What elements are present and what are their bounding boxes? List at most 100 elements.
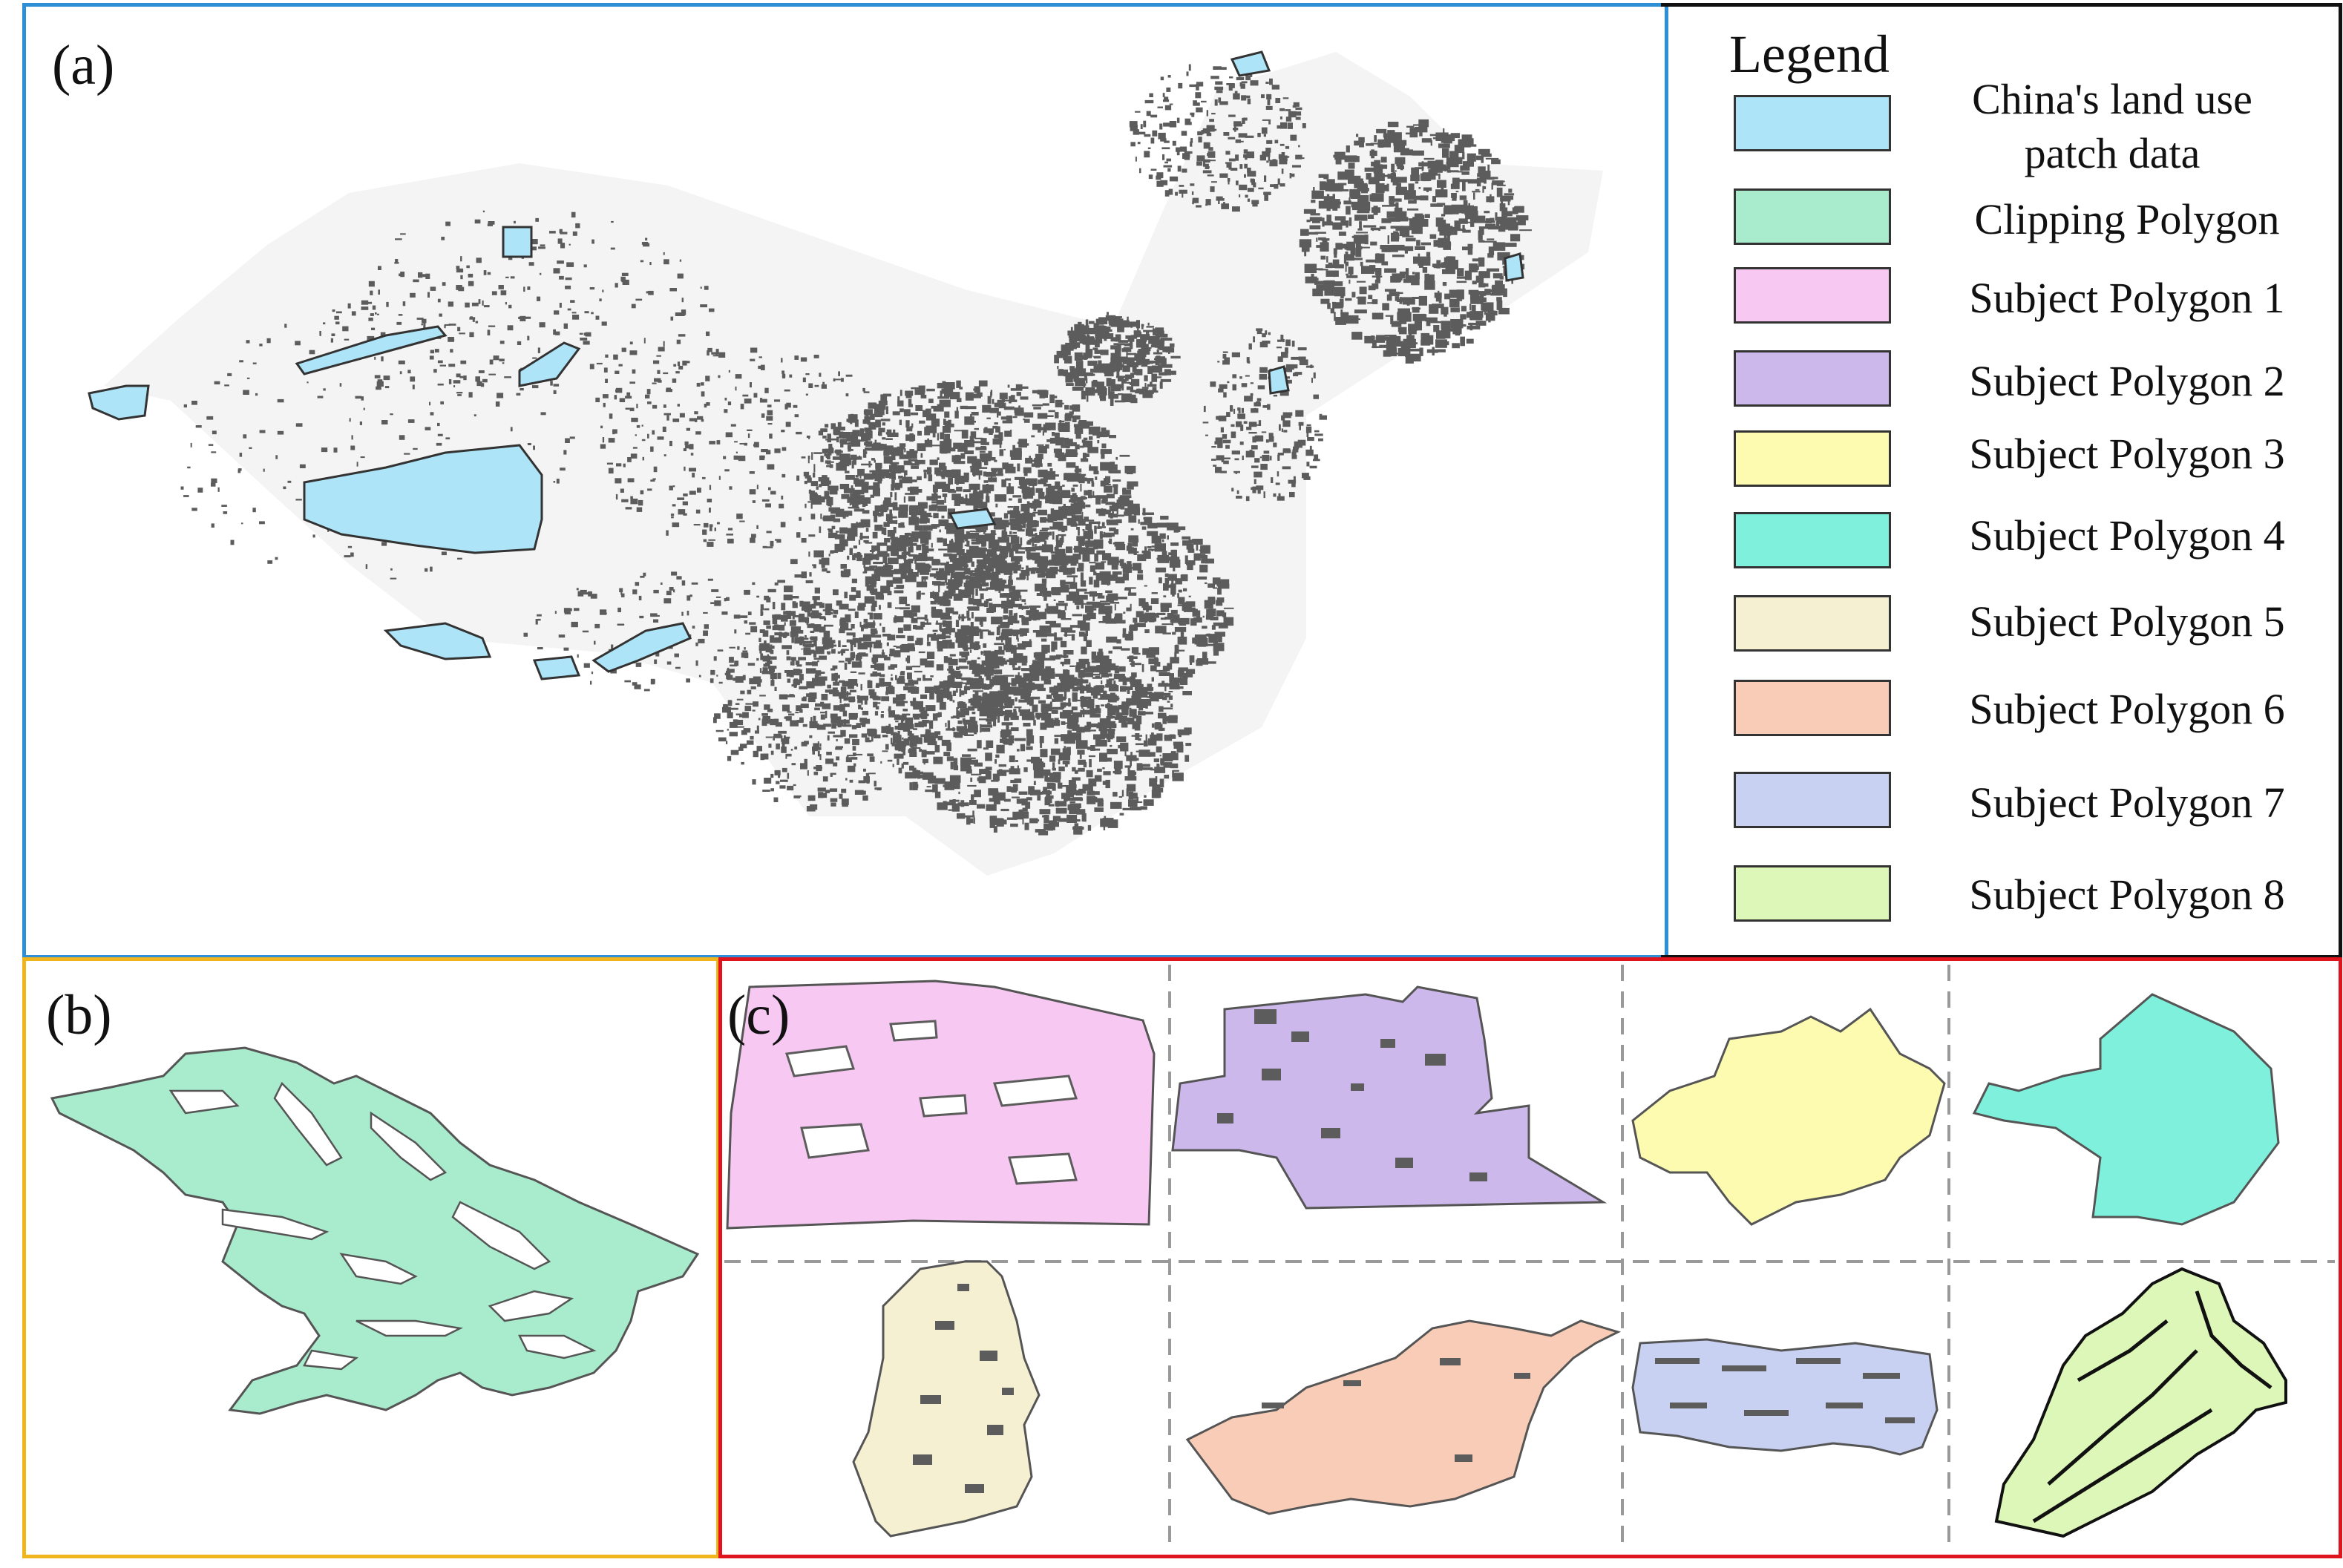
land-patch [1101,452,1105,459]
land-patch [1009,550,1014,557]
land-patch [1280,122,1288,129]
land-patch [1229,76,1233,79]
land-patch [1046,782,1055,789]
land-patch [1113,343,1125,346]
land-patch [1072,485,1078,487]
land-patch [1015,760,1018,762]
land-patch [1090,689,1101,696]
land-patch [1061,785,1069,787]
land-patch [944,421,947,424]
land-patch [1001,629,1009,636]
land-patch [967,617,971,621]
land-patch [1042,431,1044,436]
land-patch [1015,559,1020,564]
land-patch [1098,665,1107,667]
land-patch [1322,221,1333,226]
land-patch [1085,630,1088,636]
land-patch [791,684,797,687]
land-patch [1016,451,1022,453]
land-patch [784,706,788,708]
land-patch [1058,534,1066,537]
land-patch [790,626,802,633]
land-patch [1100,325,1106,329]
land-patch [1112,792,1118,797]
land-patch [953,556,957,559]
land-patch [1268,155,1271,161]
land-patch [1472,218,1486,223]
land-patch [1179,732,1182,738]
land-patch [1201,555,1208,564]
land-patch [1075,415,1081,420]
land-patch [1272,159,1277,165]
land-patch [718,681,723,684]
land-patch [780,779,788,782]
land-patch [861,463,873,466]
land-patch [843,719,846,726]
land-patch [1116,736,1127,743]
land-patch [894,714,899,721]
land-patch [902,476,913,484]
land-patch [1463,200,1468,206]
land-patch [868,612,871,615]
land-patch [1033,781,1036,785]
land-patch [1107,519,1118,525]
land-patch [1061,509,1065,515]
land-patch [1038,509,1047,516]
land-patch [1028,534,1036,537]
land-patch [1096,550,1106,555]
land-patch [1076,536,1085,541]
land-patch [1114,400,1126,403]
land-patch [858,554,863,558]
land-patch [1455,191,1459,193]
land-patch [1023,419,1030,423]
land-patch [1065,375,1073,383]
land-patch [1234,91,1238,94]
land-patch [1045,422,1056,430]
land-patch [1430,321,1443,324]
land-patch [874,711,879,716]
land-patch [1067,558,1079,564]
land-patch [991,468,1003,471]
land-patch [1107,613,1109,619]
land-patch [862,710,869,715]
land-patch [979,450,986,453]
land-patch [1012,663,1015,668]
land-patch [1015,551,1025,554]
land-patch [1442,223,1450,231]
land-patch [801,571,807,579]
land-patch [1110,398,1114,406]
land-patch [893,527,897,534]
land-patch [919,518,930,523]
land-patch [1173,741,1184,746]
land-patch [1176,151,1180,156]
land-patch [1112,318,1124,325]
land-patch [1326,256,1328,263]
land-patch [1162,154,1165,160]
land-patch [1190,618,1197,626]
land-patch [1516,215,1529,220]
land-patch [970,431,977,438]
land-patch [851,661,862,668]
land-patch [1467,179,1479,184]
land-patch [1042,633,1055,637]
land-patch [1159,755,1161,757]
land-patch [818,626,826,632]
land-patch [1503,288,1507,298]
land-patch [1045,620,1056,624]
land-patch [1187,548,1195,553]
land-patch [1257,133,1261,137]
land-patch [1128,799,1138,807]
land-patch [931,634,937,641]
land-patch [1196,155,1205,162]
land-patch [1177,604,1184,606]
land-patch [1312,267,1315,273]
land-patch [899,454,911,459]
land-patch [969,800,977,805]
land-patch [1497,252,1510,260]
land-patch [1355,241,1361,251]
land-patch [954,410,959,419]
land-patch [812,596,820,600]
land-patch [937,505,947,512]
land-patch [915,640,923,646]
land-patch [1072,442,1077,445]
